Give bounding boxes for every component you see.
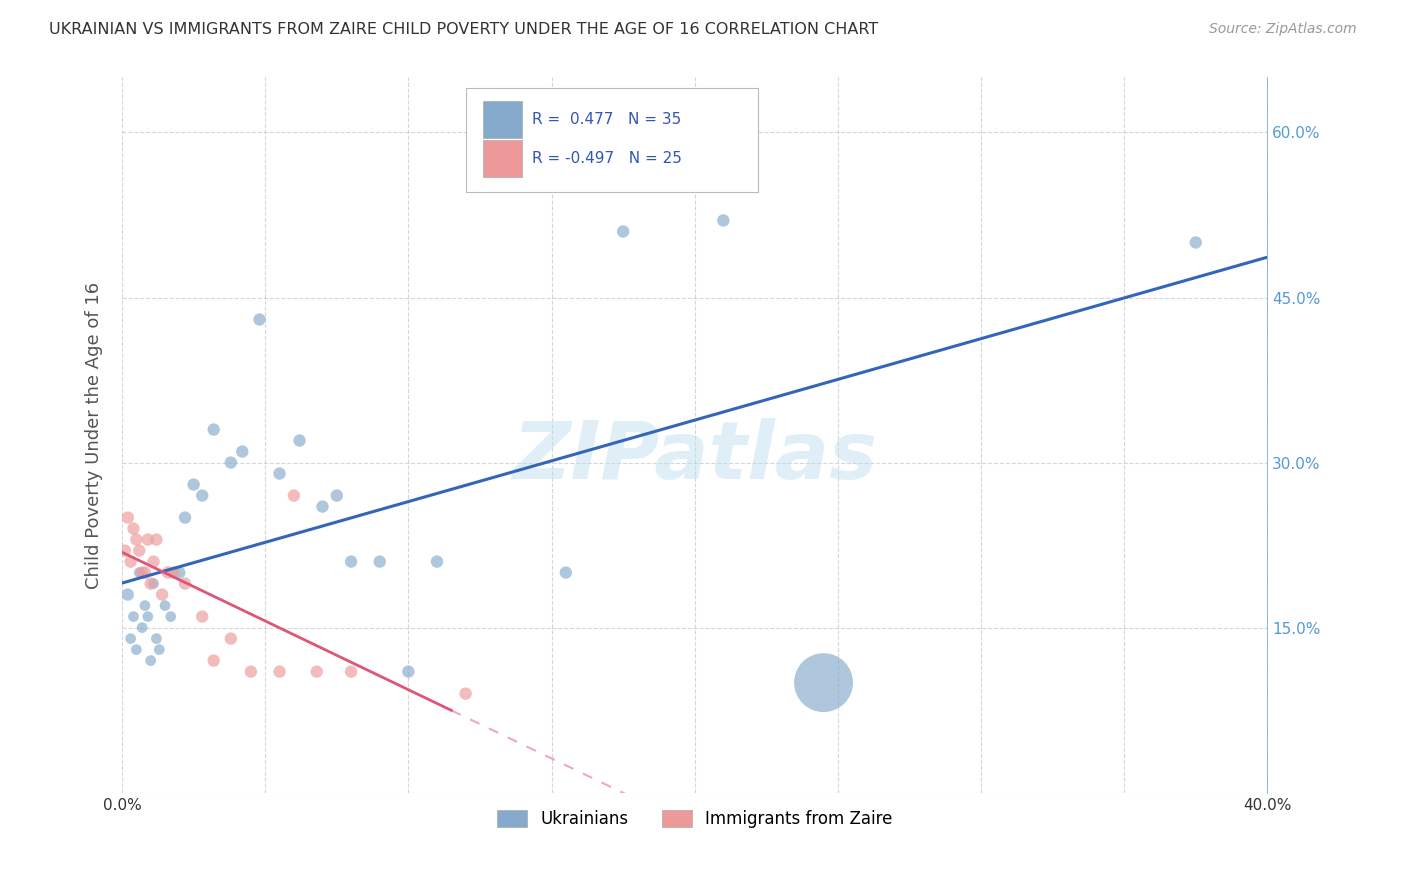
Legend: Ukrainians, Immigrants from Zaire: Ukrainians, Immigrants from Zaire [491, 803, 898, 834]
Point [249, 312, 271, 326]
Point [340, 665, 363, 679]
Point [148, 642, 170, 657]
Text: R =  0.477   N = 35: R = 0.477 N = 35 [531, 112, 682, 128]
Point [283, 489, 305, 503]
Point [305, 665, 328, 679]
Point [142, 576, 165, 591]
Point [174, 576, 197, 591]
Point [125, 533, 148, 547]
Point [117, 588, 139, 602]
Point [454, 687, 477, 701]
Point [288, 434, 311, 448]
Point [134, 566, 156, 580]
Point [169, 566, 191, 580]
Point [162, 566, 184, 580]
Point [326, 489, 349, 503]
Point [117, 510, 139, 524]
Point [396, 665, 419, 679]
Point [311, 500, 333, 514]
Point [122, 522, 145, 536]
Text: R = -0.497   N = 25: R = -0.497 N = 25 [531, 151, 682, 166]
Point [202, 423, 225, 437]
Text: Source: ZipAtlas.com: Source: ZipAtlas.com [1209, 22, 1357, 37]
Y-axis label: Child Poverty Under the Age of 16: Child Poverty Under the Age of 16 [86, 282, 103, 589]
Point [122, 609, 145, 624]
Point [128, 566, 150, 580]
Point [368, 555, 391, 569]
Text: UKRAINIAN VS IMMIGRANTS FROM ZAIRE CHILD POVERTY UNDER THE AGE OF 16 CORRELATION: UKRAINIAN VS IMMIGRANTS FROM ZAIRE CHILD… [49, 22, 879, 37]
Point [191, 609, 214, 624]
Point [340, 555, 363, 569]
Point [156, 566, 179, 580]
FancyBboxPatch shape [482, 140, 522, 177]
Point [219, 456, 242, 470]
Point [159, 609, 181, 624]
Point [219, 632, 242, 646]
Point [269, 467, 291, 481]
Point [136, 533, 159, 547]
Point [114, 543, 136, 558]
Point [150, 588, 173, 602]
Point [612, 225, 634, 239]
Point [134, 599, 156, 613]
Point [202, 654, 225, 668]
Point [153, 599, 176, 613]
Point [139, 654, 162, 668]
FancyBboxPatch shape [465, 88, 758, 192]
Point [554, 566, 576, 580]
Point [711, 213, 734, 227]
Point [183, 477, 205, 491]
Point [269, 665, 291, 679]
Point [131, 621, 153, 635]
Point [128, 543, 150, 558]
Point [231, 444, 253, 458]
Point [191, 489, 214, 503]
Point [145, 533, 167, 547]
Point [813, 675, 835, 690]
Point [120, 555, 142, 569]
Point [131, 566, 153, 580]
FancyBboxPatch shape [482, 101, 522, 138]
Point [136, 609, 159, 624]
Point [1184, 235, 1206, 250]
Point [426, 555, 449, 569]
Point [125, 642, 148, 657]
Point [239, 665, 262, 679]
Text: ZIPatlas: ZIPatlas [512, 417, 877, 495]
Point [139, 576, 162, 591]
Point [120, 632, 142, 646]
Point [174, 510, 197, 524]
Point [145, 632, 167, 646]
Point [142, 555, 165, 569]
